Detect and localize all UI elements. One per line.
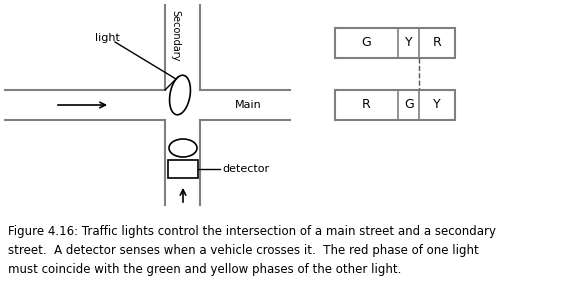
Text: Main: Main bbox=[235, 100, 262, 110]
Text: G: G bbox=[404, 98, 414, 111]
Text: R: R bbox=[362, 98, 371, 111]
Bar bbox=[335, 28, 455, 58]
Text: detector: detector bbox=[222, 164, 269, 174]
Text: Figure 4.16: Traffic lights control the intersection of a main street and a seco: Figure 4.16: Traffic lights control the … bbox=[8, 225, 496, 276]
Bar bbox=[335, 90, 455, 120]
Text: Y: Y bbox=[433, 98, 441, 111]
Text: Secondary: Secondary bbox=[170, 10, 180, 62]
Text: R: R bbox=[433, 37, 441, 50]
Text: Y: Y bbox=[404, 37, 412, 50]
Bar bbox=[168, 160, 198, 178]
Text: G: G bbox=[362, 37, 371, 50]
Text: light: light bbox=[95, 33, 120, 43]
